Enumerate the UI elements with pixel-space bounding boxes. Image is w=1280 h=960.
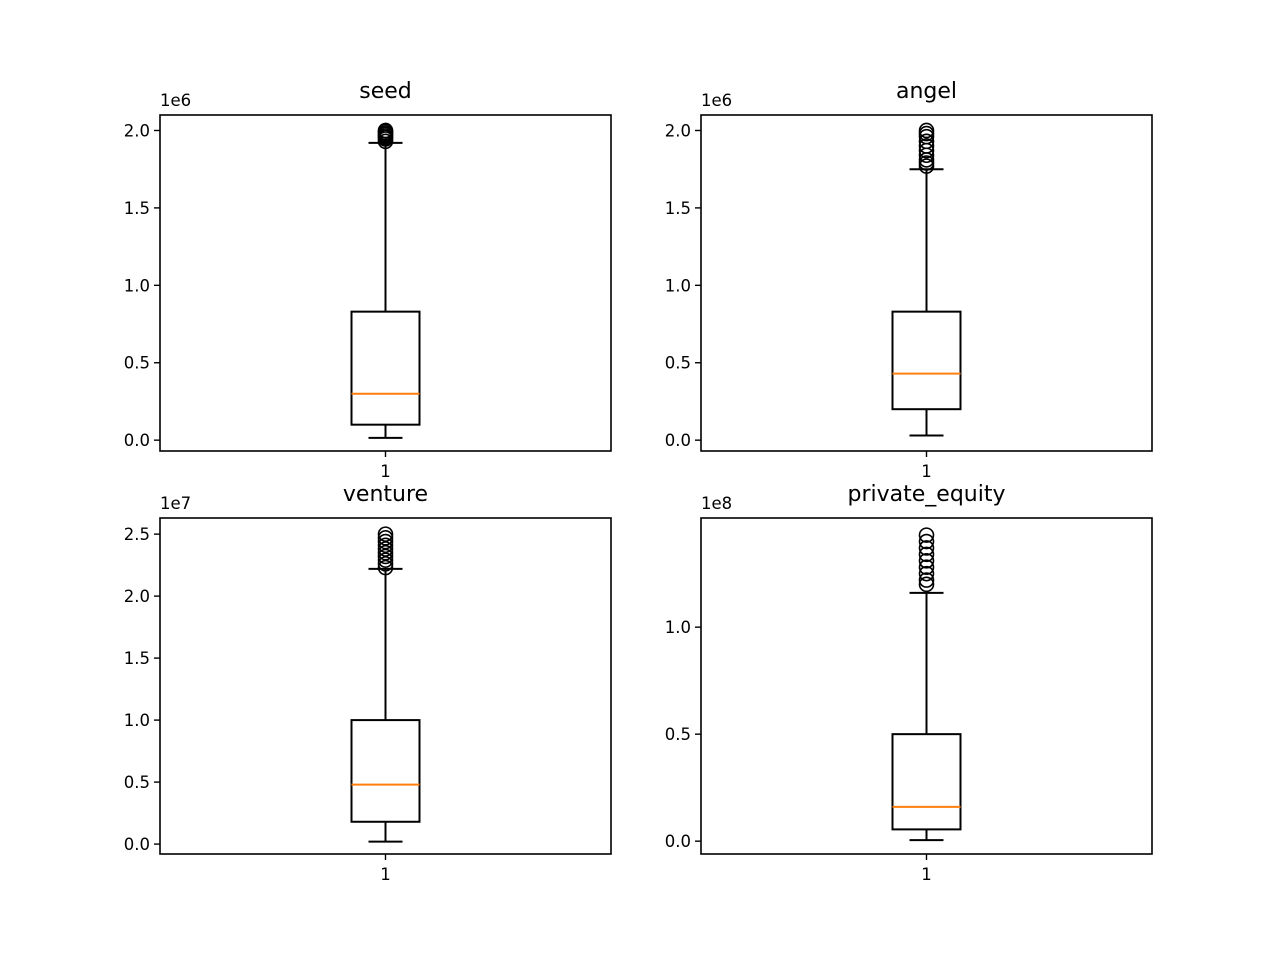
- outlier-point: [377, 548, 394, 565]
- axis-offset-label: 1e6: [701, 91, 732, 110]
- y-tick-label: 0.0: [124, 835, 150, 854]
- outlier-point: [918, 553, 935, 569]
- y-tick-label: 2.0: [665, 121, 691, 140]
- y-tick-label: 0.0: [665, 431, 691, 450]
- y-tick-label: 2.5: [124, 525, 150, 544]
- subplot-title: angel: [896, 79, 957, 104]
- outlier-point: [377, 556, 394, 572]
- iqr-box: [350, 719, 421, 823]
- y-tick-label: 0.5: [665, 725, 691, 744]
- subplot-title: private_equity: [848, 482, 1006, 507]
- subplot-seed: seed 1e6 0.0 0.5 1.0 1.5 2.0 1: [124, 79, 612, 481]
- iqr-box: [891, 310, 962, 411]
- outlier-point: [918, 138, 935, 154]
- outlier-point: [377, 122, 394, 139]
- axes-frame: [159, 517, 612, 855]
- subplot-venture: venture 1e7 0.0 0.5 1.0 1.5 2.0 2.5 1: [124, 482, 612, 884]
- axes-frame: [700, 114, 1153, 452]
- outlier-point: [377, 559, 394, 576]
- y-tick-label: 2.0: [124, 121, 150, 140]
- axis-offset-label: 1e6: [160, 91, 191, 110]
- subplot-title: venture: [343, 482, 428, 507]
- outlier-point: [377, 544, 394, 561]
- y-tick-label: 1.0: [124, 711, 150, 730]
- outlier-point: [377, 541, 394, 557]
- subplot-title: seed: [359, 79, 412, 104]
- subplot-angel: angel 1e6 0.0 0.5 1.0 1.5 2.0 1: [665, 79, 1153, 481]
- outlier-point: [918, 546, 935, 563]
- outlier-point: [918, 572, 935, 588]
- y-tick-label: 0.5: [665, 354, 691, 373]
- outlier-point: [377, 537, 394, 554]
- y-tick-label: 1.5: [124, 199, 150, 218]
- y-tick-label: 0.0: [665, 832, 691, 851]
- iqr-box: [891, 733, 962, 831]
- y-tick-label: 1.0: [665, 618, 691, 637]
- outlier-point: [377, 526, 394, 542]
- outlier-point: [918, 565, 935, 582]
- outlier-point: [377, 530, 394, 546]
- y-tick-label: 1.5: [665, 199, 691, 218]
- subplot-private-equity: private_equity 1e8 0.0 0.5 1.0 1: [665, 482, 1153, 884]
- outlier-point: [377, 533, 394, 550]
- axis-offset-label: 1e8: [701, 494, 732, 513]
- axis-offset-label: 1e7: [160, 494, 191, 513]
- axes-frame: [159, 114, 612, 452]
- y-tick-label: 0.5: [124, 354, 150, 373]
- y-tick-label: 2.0: [124, 587, 150, 606]
- y-tick-label: 1.5: [124, 649, 150, 668]
- outlier-point: [918, 527, 935, 543]
- outlier-point: [918, 559, 935, 576]
- outlier-point: [918, 576, 935, 593]
- x-tick-label: 1: [921, 462, 932, 481]
- x-tick-label: 1: [380, 865, 391, 884]
- outlier-point: [918, 533, 935, 550]
- y-tick-label: 0.5: [124, 773, 150, 792]
- outlier-point: [918, 122, 935, 139]
- x-tick-label: 1: [380, 462, 391, 481]
- x-tick-label: 1: [921, 865, 932, 884]
- y-tick-label: 0.0: [124, 431, 150, 450]
- axes-frame: [700, 517, 1153, 855]
- y-tick-label: 1.0: [665, 276, 691, 295]
- iqr-box: [350, 310, 421, 426]
- outlier-point: [918, 133, 935, 150]
- outlier-point: [377, 552, 394, 568]
- outlier-point: [918, 540, 935, 556]
- y-tick-label: 1.0: [124, 276, 150, 295]
